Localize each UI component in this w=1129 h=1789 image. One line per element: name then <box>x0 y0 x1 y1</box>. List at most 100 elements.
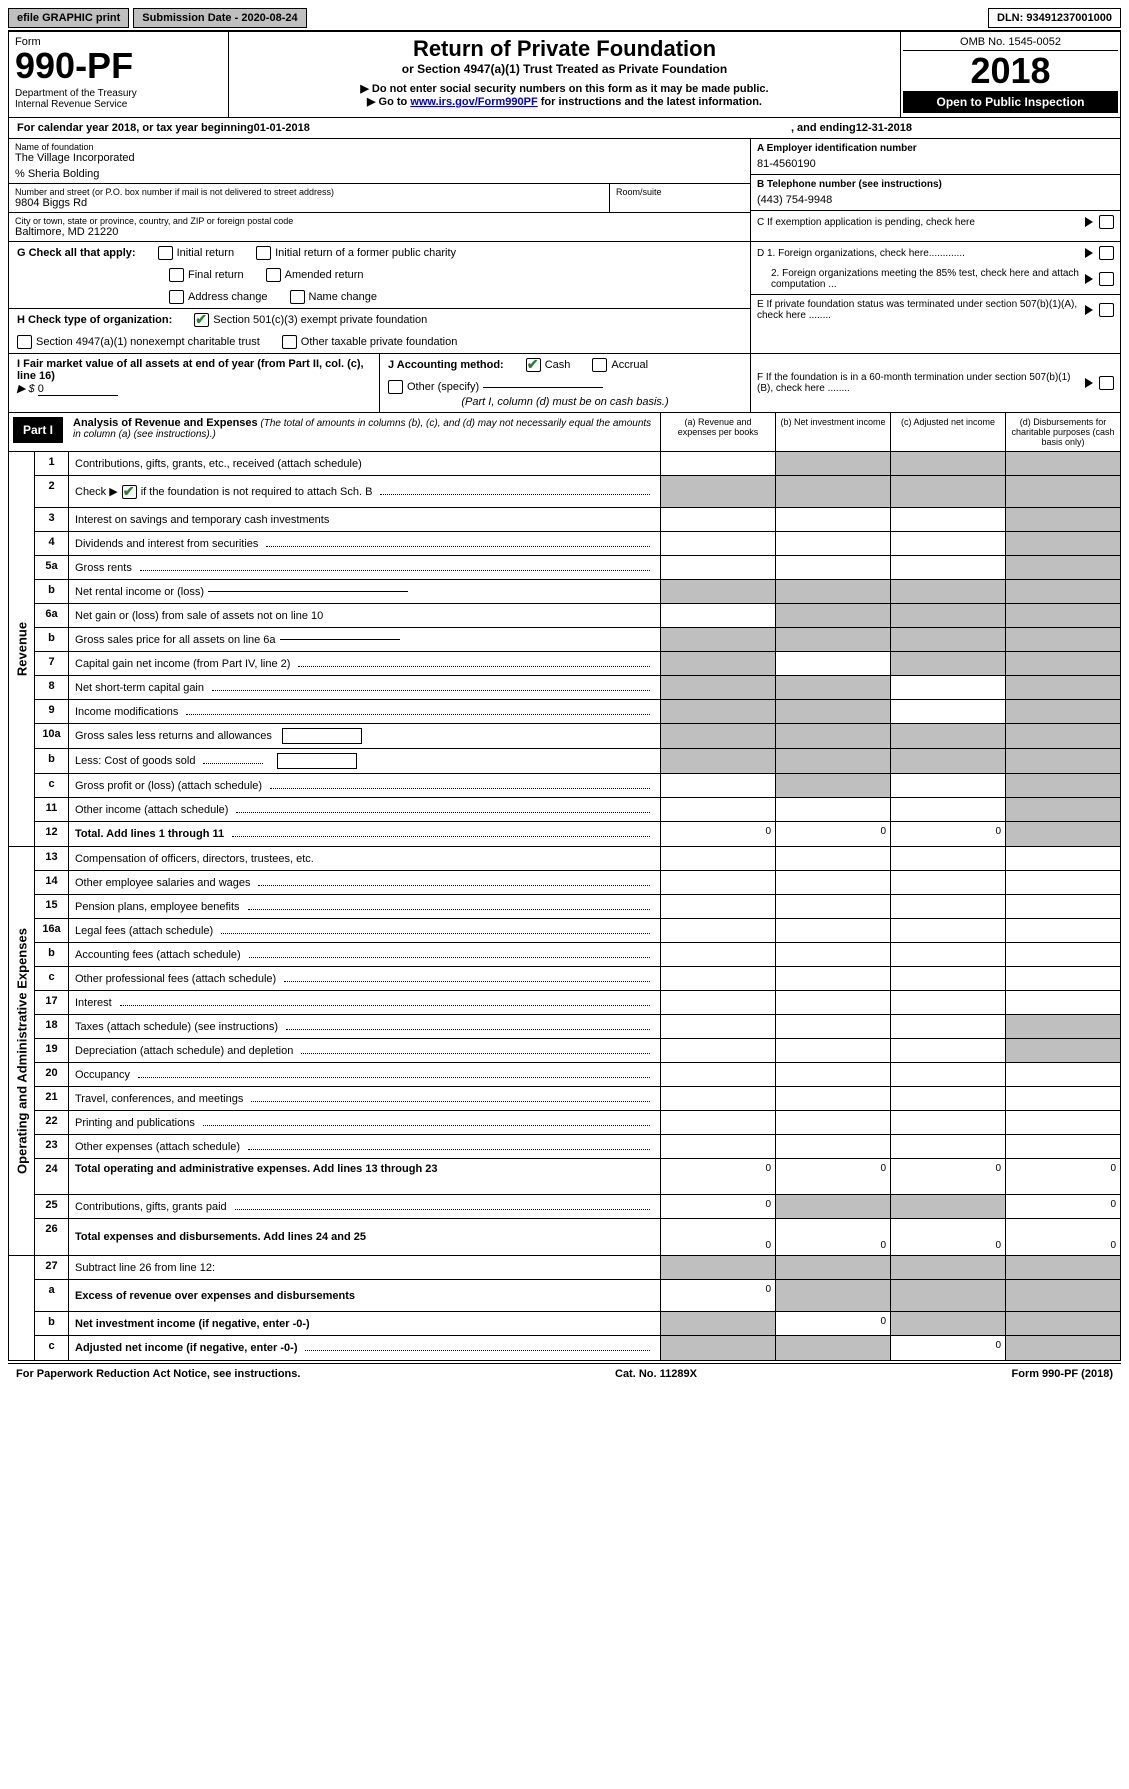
a4b <box>775 532 890 555</box>
chk-initial[interactable] <box>158 246 173 260</box>
a3c <box>890 508 1005 531</box>
a25d: 0 <box>1005 1195 1120 1218</box>
a22c <box>890 1111 1005 1134</box>
a19d <box>1005 1039 1120 1062</box>
j-opt-accrual[interactable]: Accrual <box>592 358 648 372</box>
d2-checkbox[interactable] <box>1099 272 1114 286</box>
rd-27: Subtract line 26 from line 12: <box>69 1256 660 1279</box>
g-opt-initial-former[interactable]: Initial return of a former public charit… <box>256 246 456 260</box>
rd-1: Contributions, gifts, grants, etc., rece… <box>69 452 660 475</box>
a27cc: 0 <box>890 1336 1005 1360</box>
a16ad <box>1005 919 1120 942</box>
g-opt-amended[interactable]: Amended return <box>266 268 364 282</box>
r24t: Total operating and administrative expen… <box>75 1163 437 1175</box>
a10ca <box>660 774 775 797</box>
j-o1: Cash <box>545 359 571 371</box>
chk-schb[interactable] <box>122 485 137 499</box>
a27cd <box>1005 1336 1120 1360</box>
r6bt: Gross sales price for all assets on line… <box>75 634 276 646</box>
d1-checkbox[interactable] <box>1099 246 1114 260</box>
net-side <box>9 1256 35 1360</box>
f-checkbox[interactable] <box>1099 376 1114 390</box>
rn-10c: c <box>35 774 69 797</box>
irs-link[interactable]: www.irs.gov/Form990PF <box>410 96 537 108</box>
e-checkbox[interactable] <box>1099 303 1114 317</box>
a10bd <box>1005 749 1120 773</box>
i-val-pre: ▶ $ <box>17 383 38 395</box>
row-10b: bLess: Cost of goods sold <box>35 749 1120 774</box>
d2-cell: 2. Foreign organizations meeting the 85%… <box>751 264 1120 295</box>
f-cell: F If the foundation is in a 60-month ter… <box>751 354 1120 412</box>
rn-3: 3 <box>35 508 69 531</box>
expenses-rows: 13Compensation of officers, directors, t… <box>35 847 1120 1255</box>
rn-27a: a <box>35 1280 69 1311</box>
rn-1: 1 <box>35 452 69 475</box>
a6ab <box>775 604 890 627</box>
row-19: 19Depreciation (attach schedule) and dep… <box>35 1039 1120 1063</box>
rd-3: Interest on savings and temporary cash i… <box>69 508 660 531</box>
footer-left: For Paperwork Reduction Act Notice, see … <box>16 1368 300 1380</box>
row-16c: cOther professional fees (attach schedul… <box>35 967 1120 991</box>
a27b <box>775 1256 890 1279</box>
chk-other-taxable[interactable] <box>282 335 297 349</box>
row-5b: bNet rental income or (loss) <box>35 580 1120 604</box>
dots <box>248 1144 650 1150</box>
efile-print-label[interactable]: efile GRAPHIC print <box>8 8 129 28</box>
r27ct: Adjusted net income (if negative, enter … <box>75 1342 297 1354</box>
a9c <box>890 700 1005 723</box>
dots <box>221 928 650 934</box>
col-b-hd: (b) Net investment income <box>775 413 890 451</box>
a5aa <box>660 556 775 579</box>
rn-4: 4 <box>35 532 69 555</box>
g-opt-name[interactable]: Name change <box>290 290 378 304</box>
part1-desc: Analysis of Revenue and Expenses (The to… <box>67 413 660 451</box>
c-checkbox[interactable] <box>1099 215 1114 229</box>
a10ad <box>1005 724 1120 748</box>
row-12: 12Total. Add lines 1 through 11000 <box>35 822 1120 846</box>
chk-4947[interactable] <box>17 335 32 349</box>
d2-label: 2. Foreign organizations meeting the 85%… <box>757 268 1079 290</box>
r14t: Other employee salaries and wages <box>75 877 250 889</box>
revenue-label: Revenue <box>14 622 29 676</box>
chk-other-method[interactable] <box>388 380 403 394</box>
r16at: Legal fees (attach schedule) <box>75 925 213 937</box>
rn-27b: b <box>35 1312 69 1335</box>
chk-address[interactable] <box>169 290 184 304</box>
chk-accrual[interactable] <box>592 358 607 372</box>
g-opt-initial[interactable]: Initial return <box>158 246 234 260</box>
a9b <box>775 700 890 723</box>
chk-initial-former[interactable] <box>256 246 271 260</box>
rn-7: 7 <box>35 652 69 675</box>
h-opt-4947[interactable]: Section 4947(a)(1) nonexempt charitable … <box>17 335 260 349</box>
rd-7: Capital gain net income (from Part IV, l… <box>69 652 660 675</box>
h-opt-other[interactable]: Other taxable private foundation <box>282 335 458 349</box>
city-cell: City or town, state or province, country… <box>9 213 750 241</box>
a10ac <box>890 724 1005 748</box>
a7a <box>660 652 775 675</box>
chk-cash[interactable] <box>526 358 541 372</box>
foundation-name: The Village Incorporated <box>15 152 744 164</box>
g-opt-address[interactable]: Address change <box>169 290 268 304</box>
a23c <box>890 1135 1005 1158</box>
chk-final[interactable] <box>169 268 184 282</box>
chk-501c3[interactable] <box>194 313 209 327</box>
a14c <box>890 871 1005 894</box>
a18a <box>660 1015 775 1038</box>
ijf-wrap: I Fair market value of all assets at end… <box>8 354 1121 413</box>
form-number: 990-PF <box>15 48 222 84</box>
a18c <box>890 1015 1005 1038</box>
h-opt-501c3[interactable]: Section 501(c)(3) exempt private foundat… <box>194 313 427 327</box>
j-opt-other[interactable]: Other (specify) <box>388 380 603 394</box>
a2a <box>660 476 775 507</box>
c-cell: C If exemption application is pending, c… <box>751 211 1120 233</box>
chk-name[interactable] <box>290 290 305 304</box>
a20a <box>660 1063 775 1086</box>
dots <box>284 976 650 982</box>
row-10a: 10aGross sales less returns and allowanc… <box>35 724 1120 749</box>
j-opt-cash[interactable]: Cash <box>526 358 571 372</box>
g-opt-final[interactable]: Final return <box>169 268 244 282</box>
a27ac <box>890 1280 1005 1311</box>
rn-18: 18 <box>35 1015 69 1038</box>
j-o3: Other (specify) <box>407 381 479 393</box>
chk-amended[interactable] <box>266 268 281 282</box>
